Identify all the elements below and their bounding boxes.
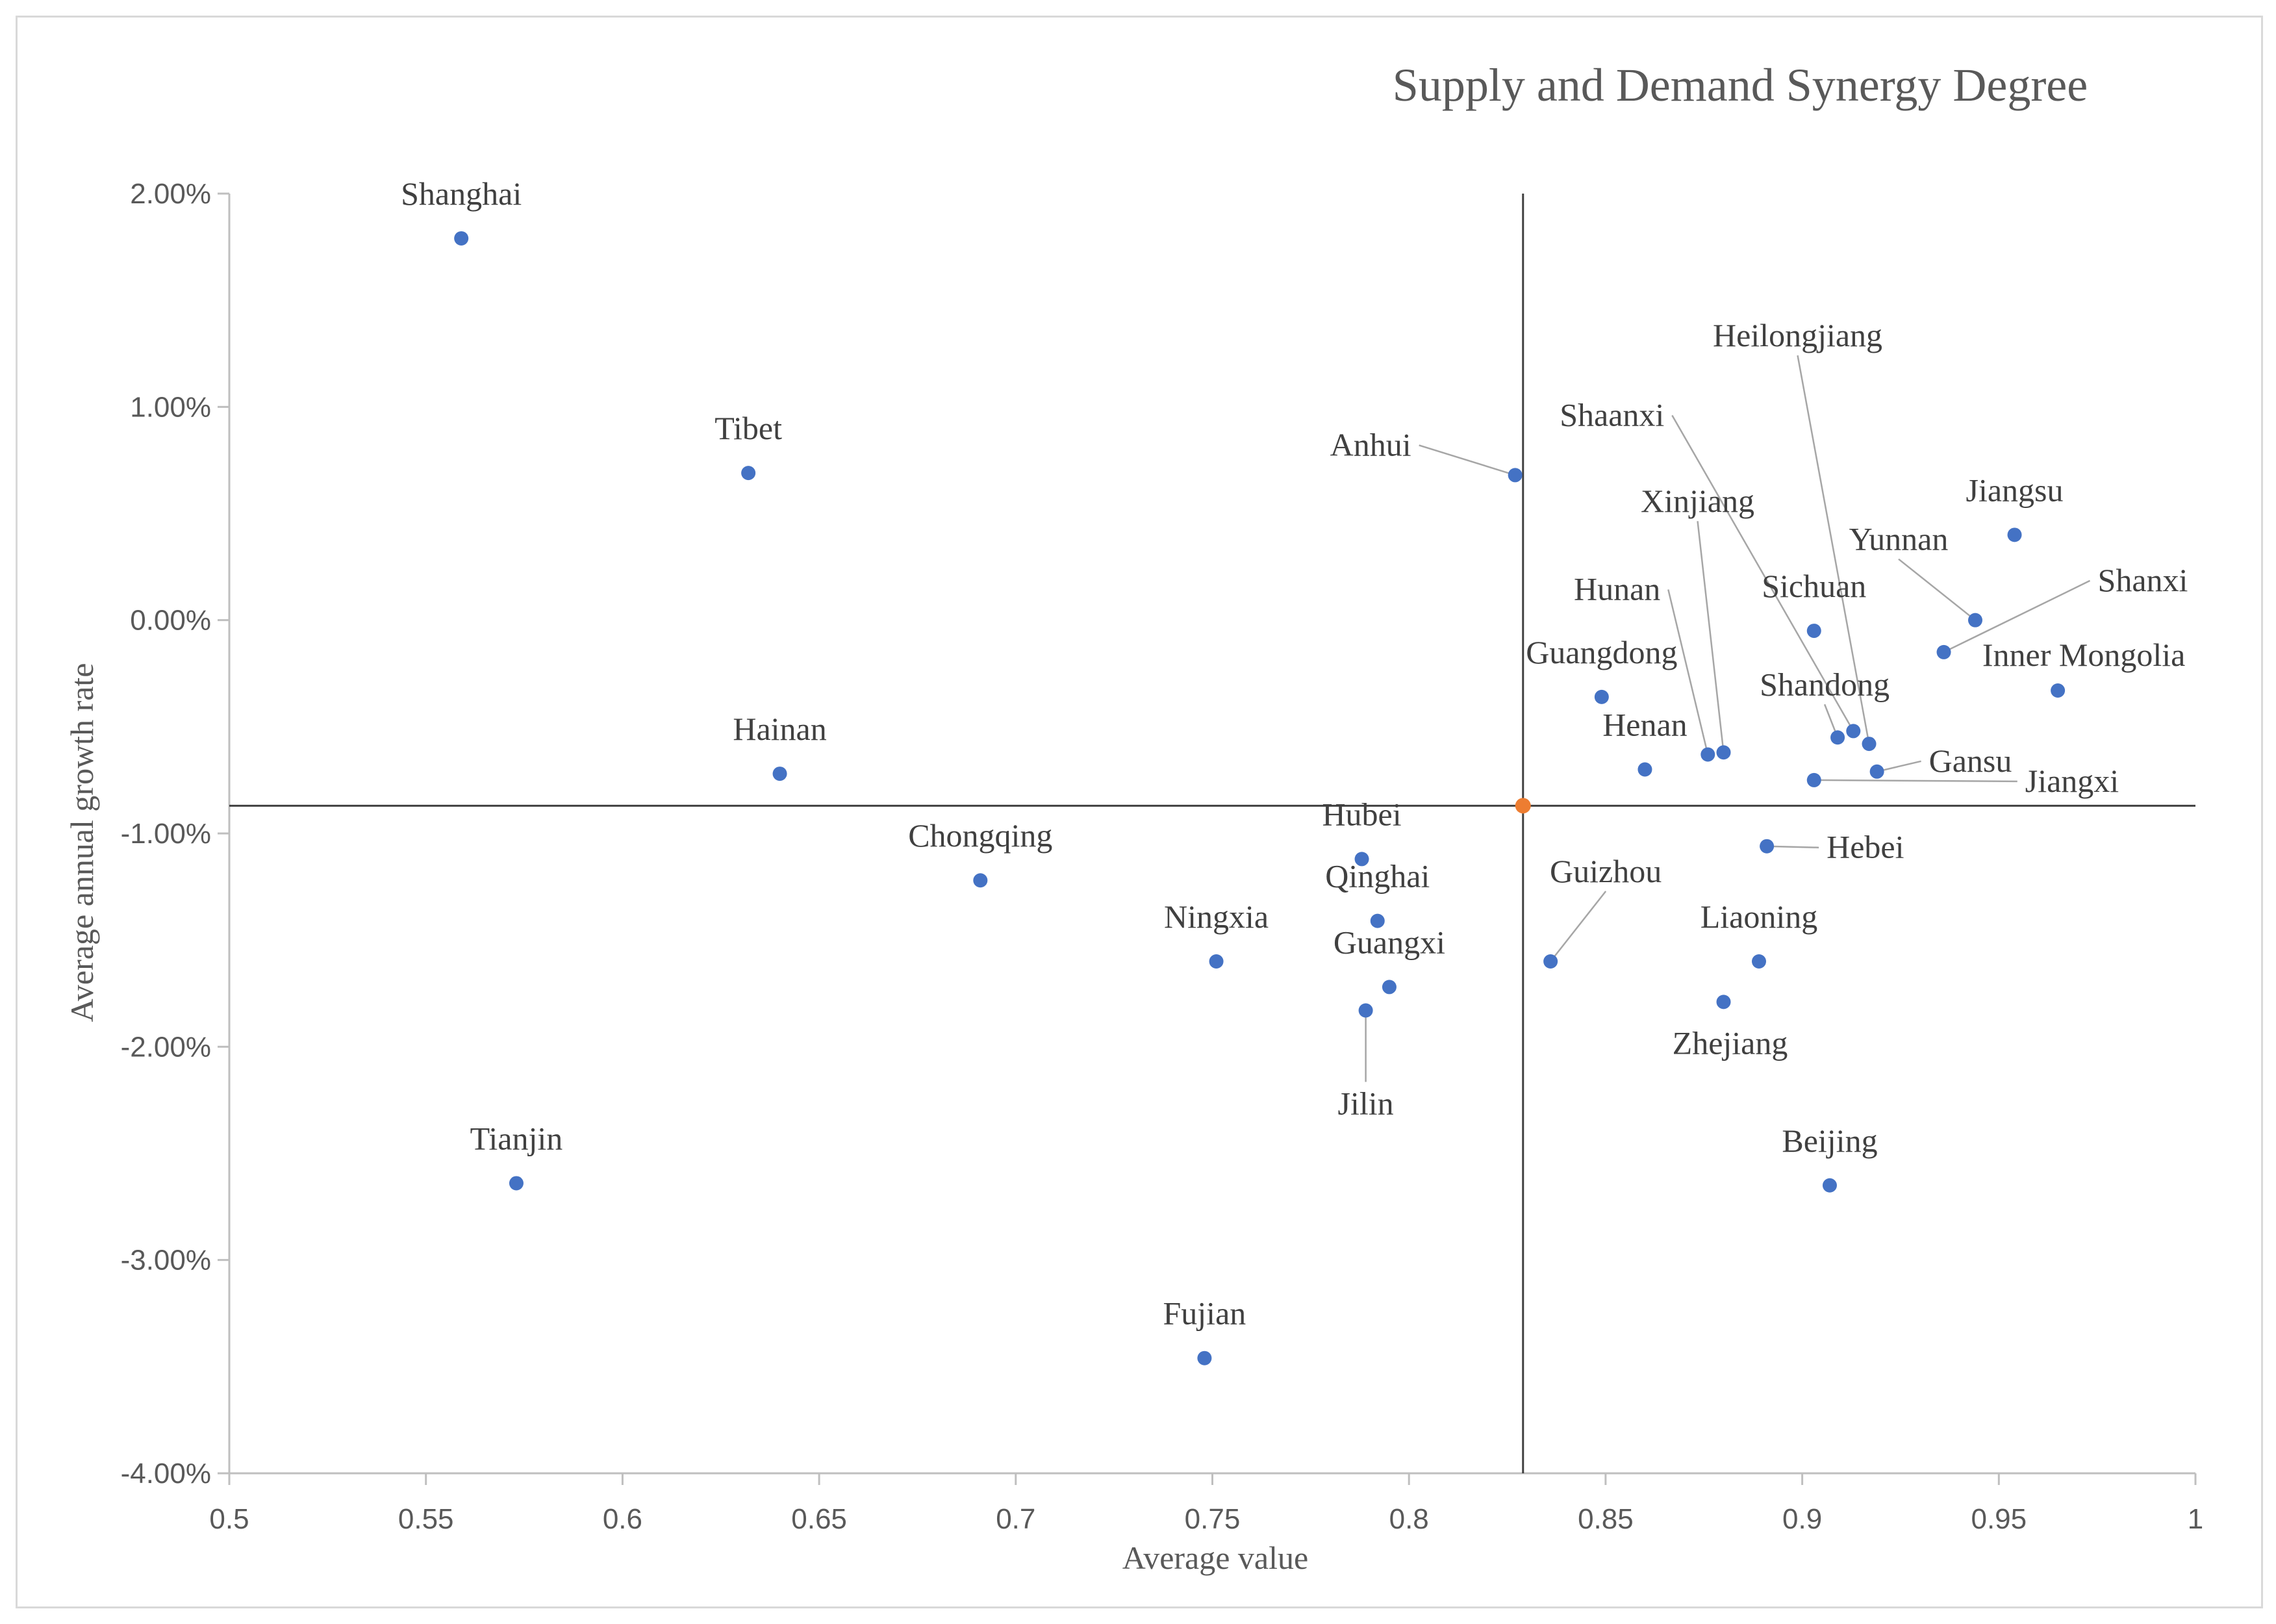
data-label: Shandong (1760, 666, 1890, 702)
data-point (1806, 772, 1821, 787)
data-label: Sichuan (1762, 568, 1866, 604)
data-point (1716, 995, 1731, 1009)
data-label: Anhui (1330, 426, 1411, 463)
chart-frame: Supply and Demand Synergy Degree Average… (16, 16, 2263, 1608)
x-tick-label: 0.65 (791, 1503, 847, 1535)
data-label: Qinghai (1325, 858, 1430, 894)
y-tick-label: -1.00% (121, 818, 211, 850)
data-point (1354, 852, 1369, 867)
data-point (1701, 747, 1715, 762)
x-tick-label: 0.95 (1971, 1503, 2027, 1535)
data-point (1637, 762, 1652, 777)
leader-line (1671, 414, 1854, 732)
data-label: Inner Mongolia (1982, 637, 2185, 673)
data-label: Heilongjiang (1713, 317, 1882, 353)
data-label: Xinjiang (1641, 483, 1754, 519)
data-point (1806, 624, 1821, 639)
data-point (1358, 1003, 1373, 1018)
data-label: Jiangxi (2025, 763, 2119, 799)
data-label: Shaanxi (1560, 396, 1664, 433)
leader-line (1898, 558, 1976, 621)
data-label: Tibet (714, 410, 782, 446)
x-tick-label: 0.6 (603, 1503, 642, 1535)
leader-line (1697, 521, 1725, 753)
data-point (973, 873, 988, 888)
chart-title: Supply and Demand Synergy Degree (1393, 59, 2088, 111)
x-tick-label: 0.75 (1185, 1503, 1241, 1535)
data-label: Hebei (1827, 829, 1904, 865)
leader-line (1877, 760, 1921, 773)
data-point (1967, 613, 1982, 628)
x-tick-label: 1 (2188, 1503, 2203, 1535)
leader-line (1419, 444, 1516, 476)
data-point (1370, 913, 1385, 928)
data-label: Yunnan (1849, 521, 1949, 557)
y-tick-label: -4.00% (121, 1458, 211, 1490)
data-point (1382, 980, 1397, 995)
leader-line (1943, 579, 2091, 653)
y-tick-label: 1.00% (130, 391, 211, 423)
y-tick-label: 2.00% (130, 178, 211, 210)
data-point (1594, 689, 1609, 704)
mean-point (1515, 798, 1531, 814)
data-point (1760, 839, 1775, 854)
data-label: Chongqing (908, 817, 1052, 854)
data-label: Zhejiang (1673, 1024, 1788, 1061)
data-point (1209, 954, 1224, 969)
data-label: Hainan (733, 711, 826, 747)
data-point (1716, 745, 1731, 760)
data-label: Guizhou (1550, 853, 1662, 889)
data-point (1508, 468, 1523, 483)
data-point (772, 767, 787, 781)
x-tick-label: 0.55 (398, 1503, 454, 1535)
data-point (1869, 764, 1884, 779)
data-label: Fujian (1163, 1295, 1246, 1332)
leader-line (1767, 845, 1819, 848)
data-point (2051, 683, 2066, 698)
data-label: Jilin (1338, 1085, 1394, 1122)
y-tick-label: -3.00% (121, 1245, 211, 1276)
leader-line (1814, 779, 2017, 783)
data-point (1543, 954, 1558, 969)
data-label: Shanxi (2098, 562, 2188, 598)
x-axis-title: Average value (1122, 1540, 1308, 1576)
scatter-chart: Supply and Demand Synergy Degree Average… (64, 59, 2203, 1576)
data-point (509, 1176, 524, 1191)
data-point (1846, 724, 1861, 739)
data-label: Hunan (1574, 571, 1660, 607)
data-label: Liaoning (1701, 898, 1818, 935)
x-tick-label: 0.9 (1782, 1503, 1822, 1535)
x-tick-label: 0.5 (209, 1503, 249, 1535)
data-label: Gansu (1929, 742, 2012, 779)
x-tick-label: 0.8 (1389, 1503, 1429, 1535)
data-label: Hubei (1322, 796, 1401, 832)
leader-line (1797, 355, 1870, 744)
data-point (2007, 527, 2022, 542)
data-label: Ningxia (1164, 898, 1269, 935)
data-label: Guangdong (1526, 634, 1677, 670)
data-point (1197, 1351, 1212, 1365)
y-tick-label: 0.00% (130, 605, 211, 637)
x-tick-label: 0.85 (1578, 1503, 1634, 1535)
data-label: Guangxi (1334, 924, 1445, 960)
data-point (1830, 730, 1845, 745)
data-point (741, 466, 756, 481)
data-point (1862, 737, 1877, 752)
data-label: Tianjin (470, 1120, 563, 1156)
data-label: Henan (1602, 707, 1688, 743)
x-tick-label: 0.7 (996, 1503, 1035, 1535)
data-label: Beijing (1782, 1123, 1877, 1159)
data-point (1752, 954, 1767, 969)
y-axis-title: Average annual growth rate (64, 663, 100, 1022)
leader-line (1550, 891, 1607, 962)
leader-line (1667, 589, 1709, 755)
data-label: Jiangsu (1966, 472, 2064, 508)
data-point (454, 231, 469, 246)
y-tick-label: -2.00% (121, 1031, 211, 1063)
data-point (1822, 1178, 1837, 1193)
data-label: Shanghai (401, 175, 522, 212)
data-point (1936, 644, 1951, 659)
